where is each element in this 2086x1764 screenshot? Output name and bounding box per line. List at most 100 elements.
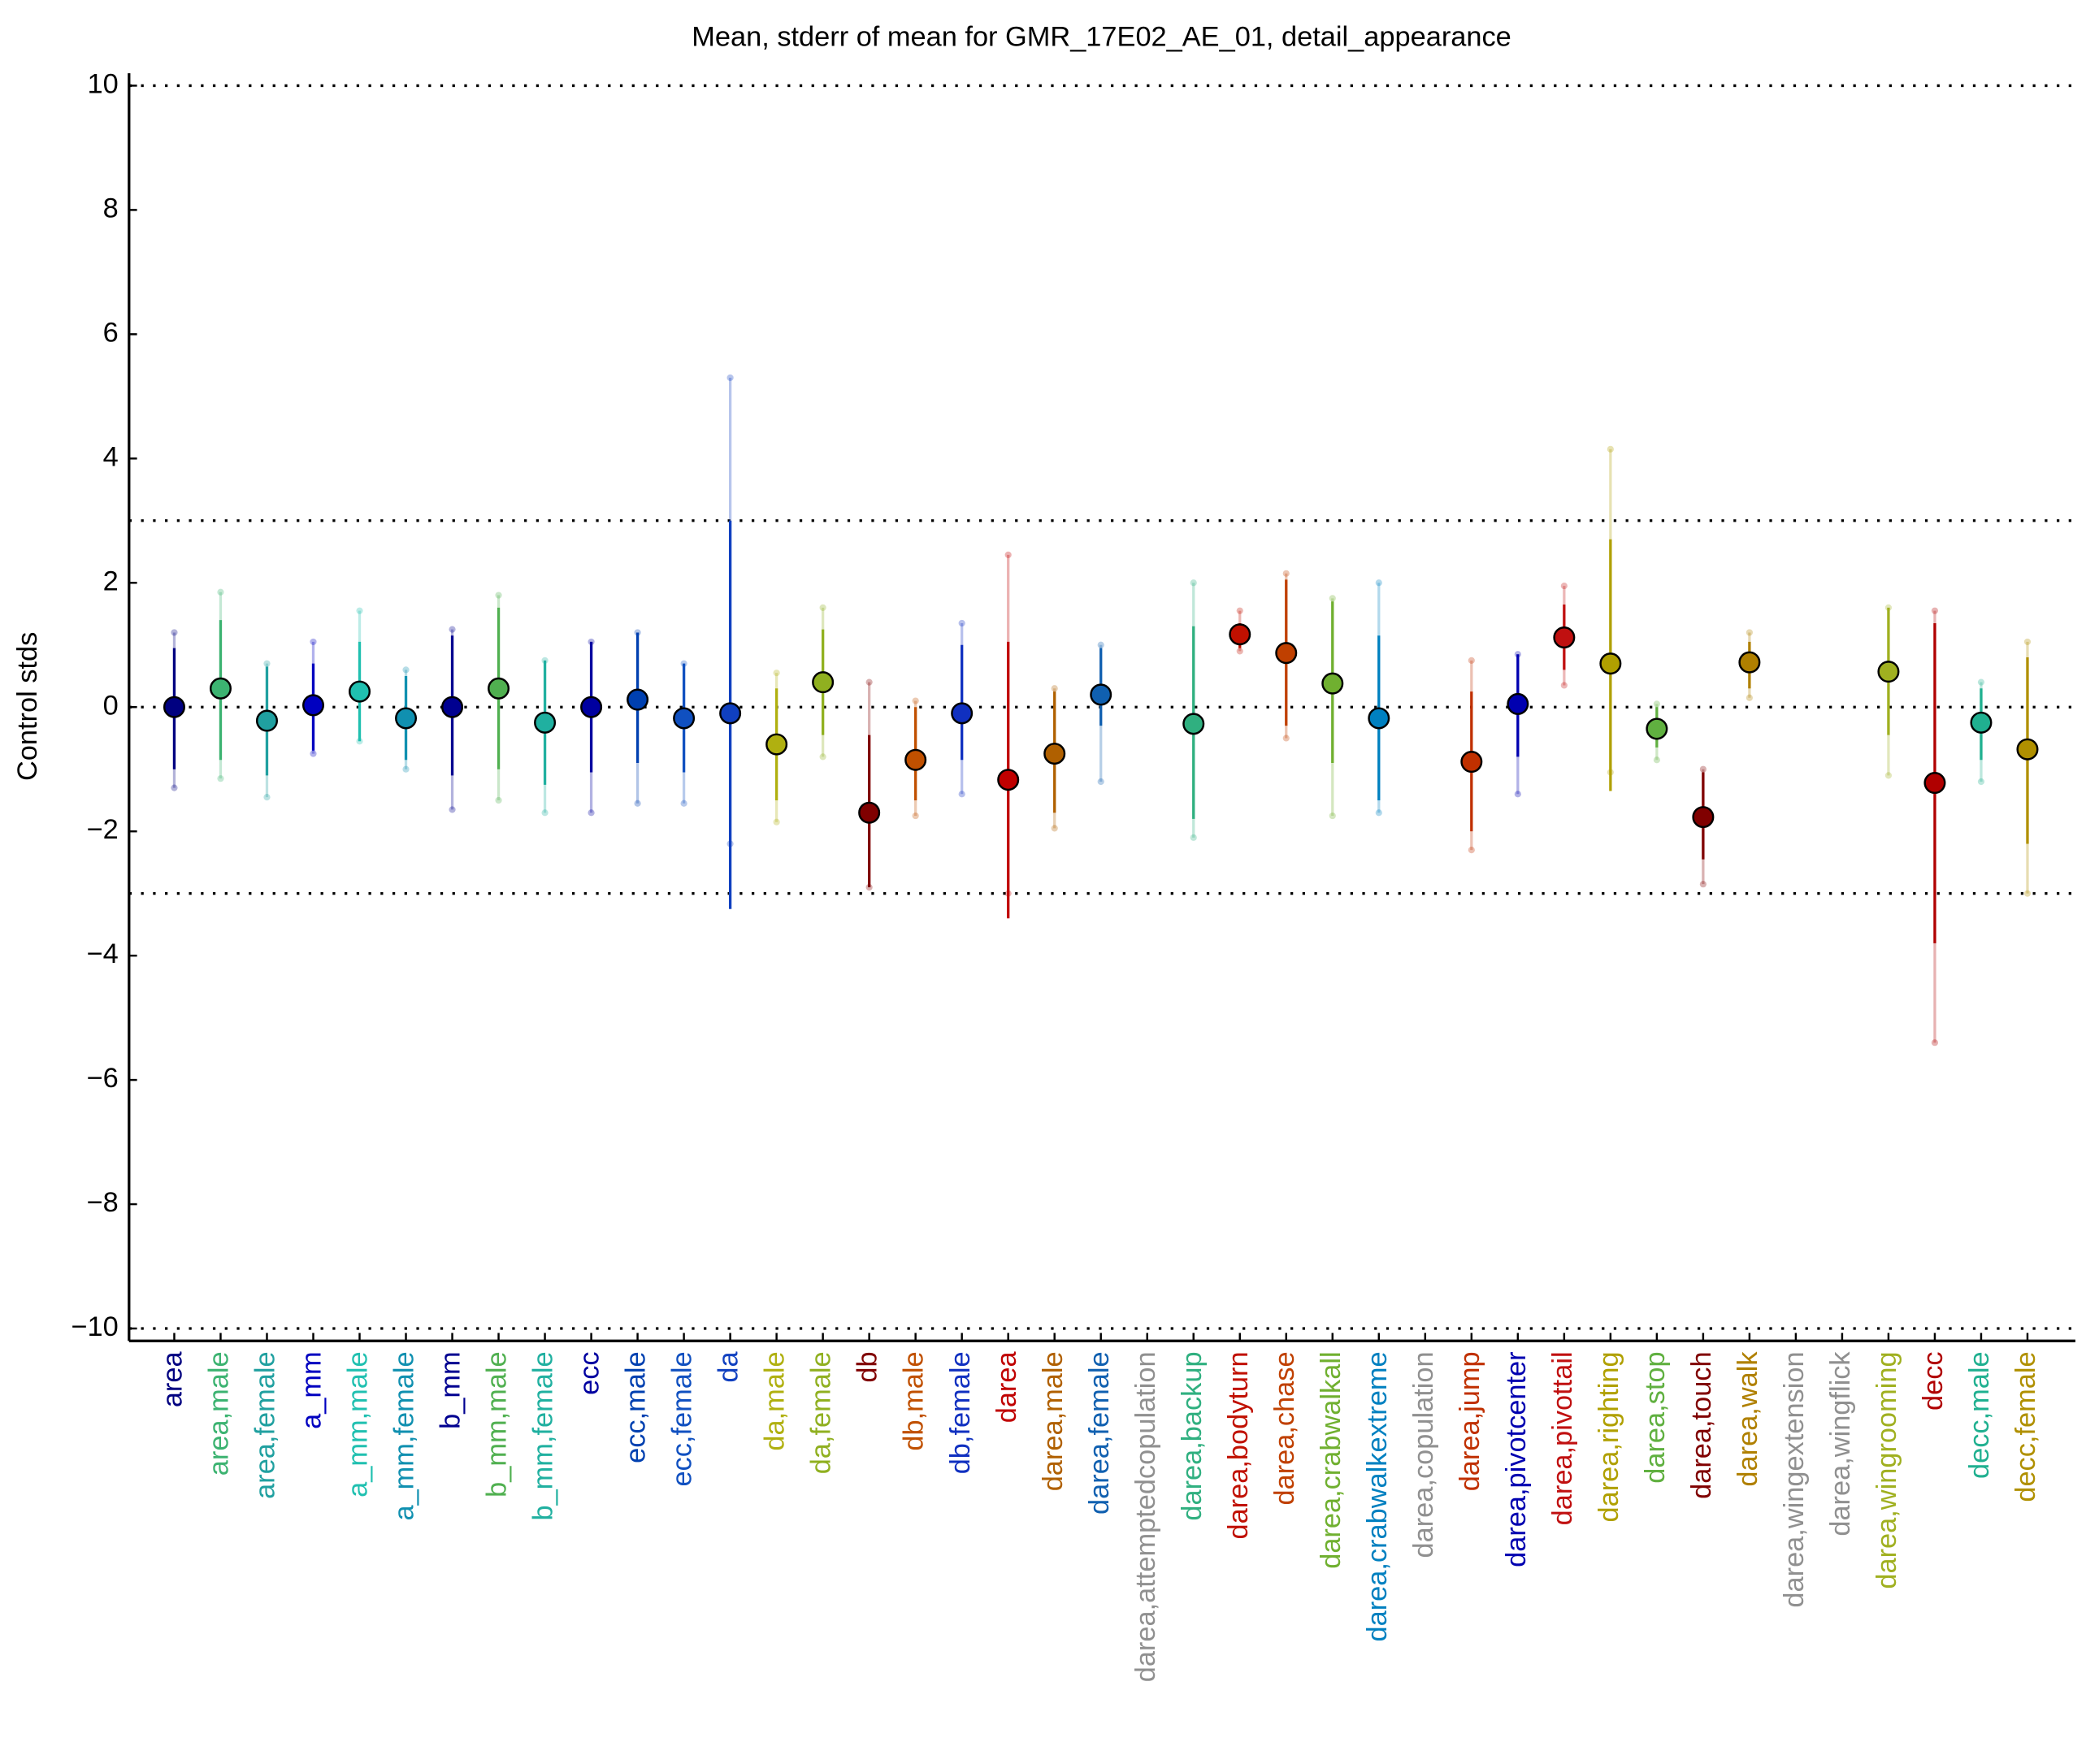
mean-marker xyxy=(255,709,278,732)
range-end xyxy=(1051,825,1058,832)
mean-marker xyxy=(301,694,325,717)
x-tick-label: darea,attemptedcopulation xyxy=(1130,1351,1161,1682)
range-end xyxy=(588,809,595,817)
range-end xyxy=(1004,551,1012,558)
mean-marker xyxy=(1368,707,1390,730)
range-end xyxy=(1282,570,1290,577)
x-tick-label: ecc,male xyxy=(621,1351,652,1463)
mean-marker xyxy=(2016,738,2039,761)
x-tick-label: db xyxy=(852,1351,883,1382)
mean-marker xyxy=(395,707,418,730)
x-tick-label: darea,wingflick xyxy=(1825,1351,1856,1536)
mean-marker xyxy=(1738,651,1761,674)
mean-marker xyxy=(580,696,603,718)
y-tick-label: −8 xyxy=(87,1187,119,1218)
range-end xyxy=(1097,778,1104,786)
mean-marker xyxy=(441,696,464,718)
range-end xyxy=(217,775,224,782)
x-tick-label: darea,chase xyxy=(1269,1351,1300,1505)
range-end xyxy=(1236,648,1243,655)
x-tick-label: da,female xyxy=(806,1351,837,1474)
mean-marker xyxy=(1043,743,1066,765)
y-tick-label: 4 xyxy=(103,441,119,472)
x-tick-label: darea,pivotcenter xyxy=(1501,1351,1532,1567)
mean-marker xyxy=(858,801,881,824)
x-tick-label: darea,male xyxy=(1038,1351,1069,1491)
range-end xyxy=(1931,1039,1939,1047)
mean-marker xyxy=(209,677,232,700)
mean-marker xyxy=(673,707,696,730)
mean-marker xyxy=(1970,711,1993,734)
range-end xyxy=(865,678,873,686)
range-end xyxy=(1375,579,1382,587)
x-tick-label: area xyxy=(158,1351,189,1408)
mean-marker xyxy=(1507,692,1529,715)
range-end xyxy=(1653,700,1660,708)
y-tick-label: 6 xyxy=(103,317,119,348)
x-tick-label: decc,female xyxy=(2010,1351,2041,1502)
range-end xyxy=(1607,445,1614,453)
y-tick-label: 8 xyxy=(103,193,119,223)
x-tick-label: area,female xyxy=(250,1351,281,1498)
range-end xyxy=(449,806,456,813)
y-tick-label: 10 xyxy=(87,69,118,100)
range-end xyxy=(1375,809,1382,817)
range-end xyxy=(912,812,919,820)
chart-title: Mean, stderr of mean for GMR_17E02_AE_01… xyxy=(692,22,1511,53)
mean-marker xyxy=(951,702,974,725)
x-tick-label: darea,walk xyxy=(1733,1351,1763,1487)
mean-marker xyxy=(163,696,185,718)
x-tick-label: da xyxy=(713,1351,744,1383)
x-tick-label: darea xyxy=(991,1351,1022,1424)
range-end xyxy=(1560,682,1568,689)
y-tick-label: −10 xyxy=(71,1311,118,1342)
mean-marker xyxy=(627,688,649,711)
mean-marker xyxy=(1692,806,1715,829)
x-tick-label: darea,copulation xyxy=(1408,1351,1439,1558)
range-end xyxy=(449,626,456,633)
mean-marker xyxy=(488,677,510,700)
range-end xyxy=(263,660,271,667)
mean-marker xyxy=(1599,652,1622,675)
mean-marker xyxy=(534,711,557,734)
range-end xyxy=(1329,812,1336,820)
range-end xyxy=(773,670,780,677)
mean-marker xyxy=(1321,672,1344,695)
range-end xyxy=(217,588,224,596)
x-tick-label: darea,pivottail xyxy=(1547,1351,1578,1525)
x-tick-label: darea,crabwalkextreme xyxy=(1362,1351,1393,1641)
x-tick-label: darea,crabwalkall xyxy=(1316,1351,1347,1568)
range-end xyxy=(1468,847,1475,854)
x-tick-label: darea,wingextension xyxy=(1779,1351,1810,1607)
range-end xyxy=(171,784,178,791)
x-tick-label: a_mm,male xyxy=(343,1351,374,1497)
y-tick-label: −2 xyxy=(87,814,119,845)
range-end xyxy=(1746,694,1753,701)
range-end xyxy=(356,607,363,614)
y-tick-label: 2 xyxy=(103,566,119,596)
range-end xyxy=(634,800,641,807)
y-axis-label: Control stds xyxy=(12,632,43,781)
range-end xyxy=(1282,735,1290,742)
range-end xyxy=(1560,582,1568,590)
x-tick-label: darea,stop xyxy=(1640,1351,1671,1483)
range-end xyxy=(171,629,178,636)
x-tick-label: a_mm,female xyxy=(389,1351,420,1520)
x-tick-label: darea,backup xyxy=(1177,1351,1208,1520)
range-end xyxy=(1699,881,1707,888)
x-tick-label: darea,righting xyxy=(1594,1351,1624,1522)
x-tick-label: darea,wingrooming xyxy=(1871,1351,1902,1588)
x-tick-label: area,male xyxy=(204,1351,235,1476)
range-end xyxy=(1977,778,1985,786)
mean-marker xyxy=(719,702,742,725)
range-end xyxy=(541,809,549,817)
y-tick-label: −6 xyxy=(87,1063,119,1094)
mean-marker xyxy=(349,680,371,703)
range-end xyxy=(402,765,410,773)
range-end xyxy=(1977,678,1985,686)
range-end xyxy=(819,604,826,611)
x-tick-label: da,male xyxy=(760,1351,791,1450)
range-end xyxy=(495,592,502,599)
x-tick-label: b_mm,male xyxy=(482,1351,513,1497)
range-end xyxy=(310,638,317,646)
